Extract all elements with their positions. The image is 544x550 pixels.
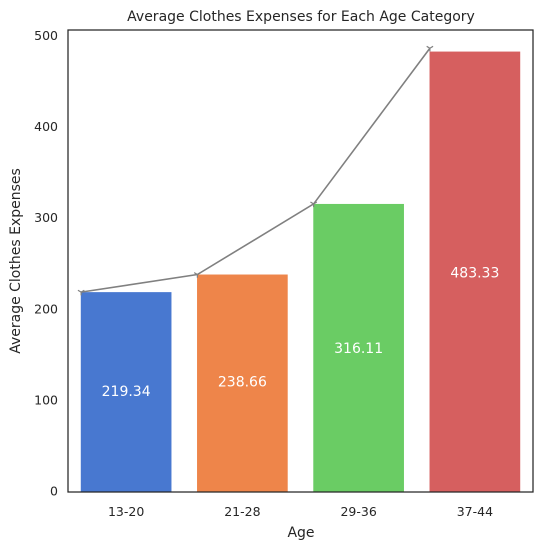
y-ticks-group: 0 100 200 300 400 500	[34, 28, 58, 499]
y-tick-label-0: 0	[50, 484, 58, 499]
data-label-21-28: 238.66	[218, 375, 267, 391]
y-tick-label-500: 500	[34, 28, 58, 43]
data-label-29-36: 316.11	[334, 341, 383, 357]
bar-29-36	[313, 203, 404, 493]
y-tick-label-200: 200	[34, 301, 58, 316]
data-label-13-20: 219.34	[102, 384, 151, 400]
bar-13-20	[80, 292, 172, 492]
chart-title: Average Clothes Expenses for Each Age Ca…	[127, 9, 475, 25]
data-label-37-44: 483.33	[450, 265, 499, 281]
x-ticks-group: 13-20 21-28 29-36 37-44	[108, 504, 493, 519]
y-tick-label-100: 100	[34, 392, 58, 407]
x-axis-label: Age	[287, 525, 314, 541]
x-tick-label-13-20: 13-20	[108, 504, 144, 519]
x-tick-label-29-36: 29-36	[340, 504, 376, 519]
trend-line-group	[77, 45, 434, 296]
y-axis-label: Average Clothes Expenses	[8, 168, 24, 354]
trend-line-marker-13-20	[77, 289, 85, 296]
trend-line-marker-21-28	[193, 272, 201, 278]
plot-frame	[67, 29, 534, 493]
y-tick-label-400: 400	[34, 119, 58, 134]
trend-line	[81, 47, 431, 293]
x-tick-label-37-44: 37-44	[457, 504, 493, 519]
x-tick-label-21-28: 21-28	[224, 504, 260, 519]
data-labels-group: 219.34 238.66 316.11 483.33	[102, 265, 500, 399]
trend-line-marker-37-44	[426, 45, 434, 52]
y-tick-label-300: 300	[34, 210, 58, 225]
bars-group	[80, 51, 521, 493]
bar-37-44	[429, 51, 521, 492]
bar-21-28	[197, 274, 288, 492]
trend-line-marker-29-36	[310, 201, 318, 208]
